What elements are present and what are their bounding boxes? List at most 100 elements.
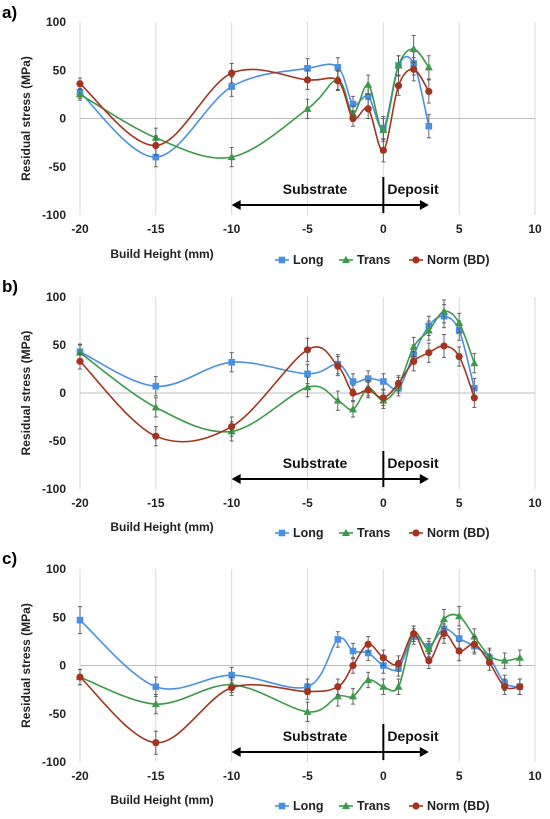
series-norm bbox=[76, 623, 524, 755]
data-point bbox=[227, 152, 236, 161]
data-point bbox=[228, 671, 235, 679]
data-point bbox=[394, 61, 403, 69]
data-point bbox=[364, 649, 372, 657]
legend-swatch-marker bbox=[412, 256, 420, 264]
arrow-head-right bbox=[419, 200, 429, 210]
data-point bbox=[349, 114, 357, 123]
data-point bbox=[394, 379, 403, 387]
legend-item-long: Long bbox=[275, 253, 324, 267]
legend-item-norm: Norm (BD) bbox=[409, 526, 490, 540]
data-point bbox=[151, 403, 160, 411]
series-trans bbox=[76, 606, 524, 722]
data-point bbox=[349, 389, 357, 397]
x-tick-label: -10 bbox=[223, 496, 241, 510]
series-line bbox=[79, 310, 476, 433]
data-point bbox=[334, 362, 342, 370]
legend-label: Norm (BD) bbox=[427, 799, 490, 813]
markers bbox=[76, 616, 524, 691]
data-point bbox=[364, 375, 372, 382]
data-point bbox=[76, 90, 84, 98]
data-point bbox=[364, 675, 373, 683]
x-tick-label: 0 bbox=[380, 496, 387, 510]
legend-label: Norm (BD) bbox=[427, 253, 490, 267]
data-point bbox=[425, 122, 433, 130]
data-point bbox=[76, 673, 84, 681]
data-point bbox=[303, 76, 312, 84]
data-point bbox=[76, 616, 84, 624]
data-point bbox=[303, 382, 312, 391]
annotation-substrate: Substrate bbox=[283, 728, 348, 744]
data-point bbox=[485, 659, 494, 667]
data-point bbox=[515, 653, 524, 661]
data-point bbox=[349, 692, 357, 700]
data-point bbox=[409, 342, 418, 350]
y-tick-label: 100 bbox=[46, 15, 66, 29]
markers bbox=[76, 307, 479, 435]
legend-label: Long bbox=[293, 253, 324, 267]
legend-item-long: Long bbox=[275, 799, 324, 813]
data-point bbox=[470, 358, 479, 367]
data-point bbox=[152, 739, 160, 747]
data-point bbox=[228, 358, 235, 366]
data-point bbox=[334, 683, 342, 691]
data-point bbox=[440, 342, 448, 350]
data-point bbox=[333, 692, 342, 700]
data-point bbox=[394, 82, 403, 90]
data-point bbox=[334, 64, 342, 71]
y-tick-label: 50 bbox=[53, 338, 67, 352]
data-point bbox=[152, 432, 160, 440]
data-point bbox=[380, 378, 387, 385]
data-point bbox=[152, 683, 160, 691]
arrow-head-left bbox=[231, 200, 241, 210]
x-tick-label: 10 bbox=[528, 769, 542, 783]
panel-label: b) bbox=[2, 277, 18, 296]
region-annotation: Substrate Deposit bbox=[231, 177, 439, 213]
arrow-head-left bbox=[231, 747, 241, 757]
data-point bbox=[304, 370, 311, 378]
data-point bbox=[425, 87, 433, 96]
data-point bbox=[410, 65, 418, 73]
data-point bbox=[76, 357, 84, 365]
data-point bbox=[303, 346, 312, 354]
legend-label: Trans bbox=[357, 253, 390, 267]
data-point bbox=[409, 44, 418, 53]
y-axis: 100 50 0 -50 -100 bbox=[42, 290, 66, 496]
data-point bbox=[410, 630, 418, 638]
series-line bbox=[79, 619, 521, 690]
data-point bbox=[379, 654, 387, 662]
series-line bbox=[79, 55, 430, 158]
data-point bbox=[228, 83, 235, 90]
y-tick-label: 100 bbox=[46, 290, 66, 304]
y-axis-label: Residual stress (MPa) bbox=[19, 56, 33, 181]
x-tick-label: -20 bbox=[71, 222, 89, 236]
y-axis: 100 50 0 -50 -100 bbox=[42, 562, 66, 769]
data-point bbox=[394, 682, 403, 690]
legend-label: Trans bbox=[357, 799, 390, 813]
y-tick-label: -50 bbox=[49, 707, 67, 721]
legend-swatch-marker bbox=[412, 529, 420, 537]
data-point bbox=[303, 687, 312, 696]
legend-item-trans: Trans bbox=[339, 799, 390, 813]
data-point bbox=[455, 352, 463, 361]
data-point bbox=[303, 104, 312, 112]
x-tick-label: 10 bbox=[528, 222, 542, 236]
series-line bbox=[79, 68, 430, 152]
x-axis: -20 -15 -10 -5 0 5 10 bbox=[71, 496, 542, 510]
data-point bbox=[501, 683, 509, 691]
x-tick-label: -5 bbox=[302, 222, 313, 236]
data-point bbox=[424, 644, 433, 653]
legend-label: Norm (BD) bbox=[427, 526, 490, 540]
data-point bbox=[379, 146, 387, 154]
legend: Long Trans Norm (BD) bbox=[275, 799, 490, 813]
data-point bbox=[349, 405, 357, 413]
error-bars bbox=[78, 606, 522, 722]
arrow-head-left bbox=[231, 474, 241, 484]
x-tick-label: 5 bbox=[456, 769, 463, 783]
y-axis: 100 50 0 -50 -100 bbox=[42, 15, 66, 222]
y-tick-label: 0 bbox=[59, 386, 66, 400]
panel-label: c) bbox=[2, 549, 17, 568]
series-line bbox=[79, 48, 430, 159]
data-point bbox=[425, 349, 433, 357]
